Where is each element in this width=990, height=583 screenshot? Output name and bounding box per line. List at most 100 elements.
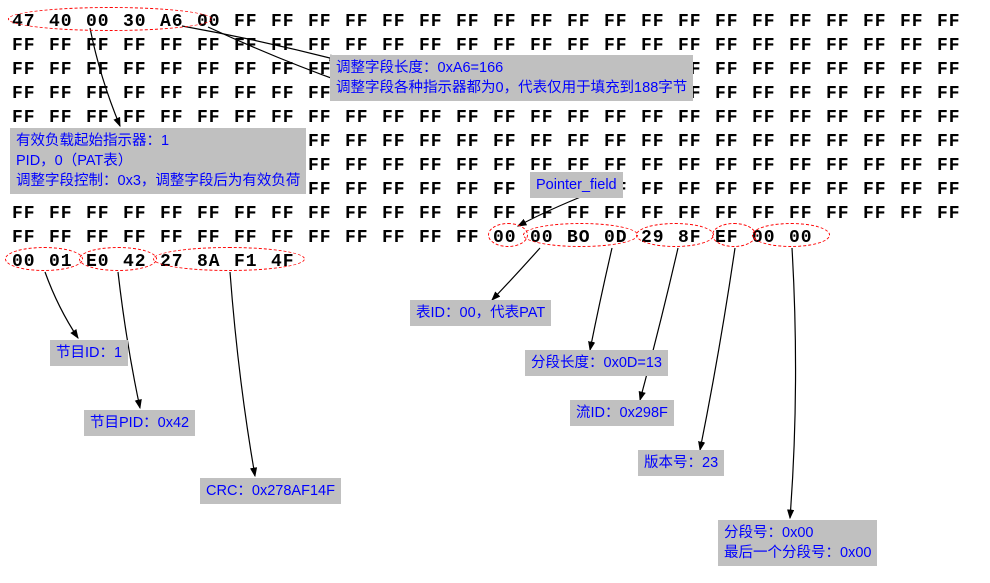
hex-byte: FF [308, 154, 345, 178]
hex-byte: FF [789, 10, 826, 34]
hex-byte: FF [160, 58, 197, 82]
hex-byte: FF [863, 178, 900, 202]
hex-byte: FF [123, 202, 160, 226]
hex-byte: FF [530, 202, 567, 226]
hex-byte: FF [456, 226, 493, 250]
hex-byte: FF [12, 58, 49, 82]
hex-byte: FF [493, 154, 530, 178]
hex-byte: FF [419, 130, 456, 154]
lbl-progpid: 节目PID：0x42 [84, 410, 195, 436]
hex-byte: FF [715, 202, 752, 226]
hex-byte: FF [863, 154, 900, 178]
hex-byte: FF [308, 226, 345, 250]
lbl-version: 版本号：23 [638, 450, 724, 476]
hex-byte: FF [900, 34, 937, 58]
hex-byte: FF [863, 202, 900, 226]
hex-byte: FF [382, 10, 419, 34]
hex-byte: FF [863, 34, 900, 58]
hex-byte: FF [308, 106, 345, 130]
hex-byte: FF [419, 10, 456, 34]
hex-byte: FF [789, 130, 826, 154]
hex-byte: FF [530, 130, 567, 154]
hex-byte: FF [345, 154, 382, 178]
hex-byte: 27 [160, 250, 197, 274]
hex-byte: FF [197, 202, 234, 226]
hex-byte: FF [567, 202, 604, 226]
hex-byte: FF [937, 106, 974, 130]
hex-byte: 00 [530, 226, 567, 250]
hex-byte: FF [604, 130, 641, 154]
hex-byte: FF [419, 178, 456, 202]
hex-byte: FF [12, 106, 49, 130]
hex-byte: FF [382, 226, 419, 250]
hex-byte: FF [345, 178, 382, 202]
hex-byte: FF [308, 10, 345, 34]
hex-byte: EF [715, 226, 752, 250]
hex-byte: FF [308, 130, 345, 154]
hex-byte: FF [493, 202, 530, 226]
hex-byte: FF [271, 58, 308, 82]
hex-byte: FF [900, 10, 937, 34]
hex-byte: FF [937, 154, 974, 178]
hex-byte: FF [678, 130, 715, 154]
hex-byte: FF [456, 106, 493, 130]
lbl-progid: 节目ID：1 [50, 340, 128, 366]
hex-byte: FF [86, 82, 123, 106]
hex-byte: FF [493, 130, 530, 154]
hex-byte: FF [271, 202, 308, 226]
hex-byte: FF [123, 106, 160, 130]
hex-byte: A6 [160, 10, 197, 34]
hex-byte: FF [49, 202, 86, 226]
lbl-segnum: 分段号：0x00 最后一个分段号：0x00 [718, 520, 877, 566]
hex-byte: FF [641, 202, 678, 226]
hex-byte: FF [678, 178, 715, 202]
hex-byte: FF [419, 226, 456, 250]
hex-byte: FF [345, 202, 382, 226]
hex-byte: FF [49, 106, 86, 130]
hex-row: FFFFFFFFFFFFFFFFFFFFFFFFFF0000BO0D298FEF… [12, 226, 974, 250]
hex-byte: FF [419, 202, 456, 226]
hex-byte: FF [493, 106, 530, 130]
hex-byte: FF [752, 130, 789, 154]
hex-byte: FF [456, 202, 493, 226]
hex-byte: FF [382, 106, 419, 130]
hex-byte: FF [826, 178, 863, 202]
hex-byte: FF [604, 10, 641, 34]
hex-byte: FF [382, 202, 419, 226]
hex-byte: FF [789, 106, 826, 130]
hex-byte: FF [863, 10, 900, 34]
hex-byte: FF [271, 10, 308, 34]
hex-byte: FF [900, 154, 937, 178]
hex-byte: FF [308, 202, 345, 226]
hex-byte: FF [604, 202, 641, 226]
hex-byte: FF [197, 82, 234, 106]
hex-byte: 01 [49, 250, 86, 274]
hex-byte: FF [789, 154, 826, 178]
hex-byte: FF [789, 34, 826, 58]
hex-byte: FF [234, 58, 271, 82]
hex-byte: F1 [234, 250, 271, 274]
hex-byte: FF [12, 82, 49, 106]
hex-byte: FF [641, 154, 678, 178]
hex-byte: FF [456, 178, 493, 202]
a-version [700, 248, 735, 450]
hex-byte: 40 [49, 10, 86, 34]
hex-byte: FF [382, 178, 419, 202]
hex-byte: FF [234, 82, 271, 106]
hex-byte: FF [826, 34, 863, 58]
hex-byte: 00 [493, 226, 530, 250]
lbl-crc: CRC：0x278AF14F [200, 478, 341, 504]
hex-byte: FF [493, 10, 530, 34]
hex-byte: 00 [789, 226, 826, 250]
hex-byte: FF [715, 10, 752, 34]
hex-byte: FF [456, 154, 493, 178]
hex-byte: FF [641, 10, 678, 34]
lbl-adapt: 调整字段长度：0xA6=166 调整字段各种指示器都为0，代表仅用于填充到188… [330, 55, 693, 101]
hex-byte: FF [123, 58, 160, 82]
hex-byte: FF [826, 58, 863, 82]
hex-byte: FF [308, 178, 345, 202]
hex-byte: FF [826, 82, 863, 106]
lbl-payload: 有效负载起始指示器：1 PID，0（PAT表） 调整字段控制：0x3，调整字段后… [10, 128, 306, 194]
hex-byte: FF [456, 10, 493, 34]
hex-byte: FF [752, 178, 789, 202]
